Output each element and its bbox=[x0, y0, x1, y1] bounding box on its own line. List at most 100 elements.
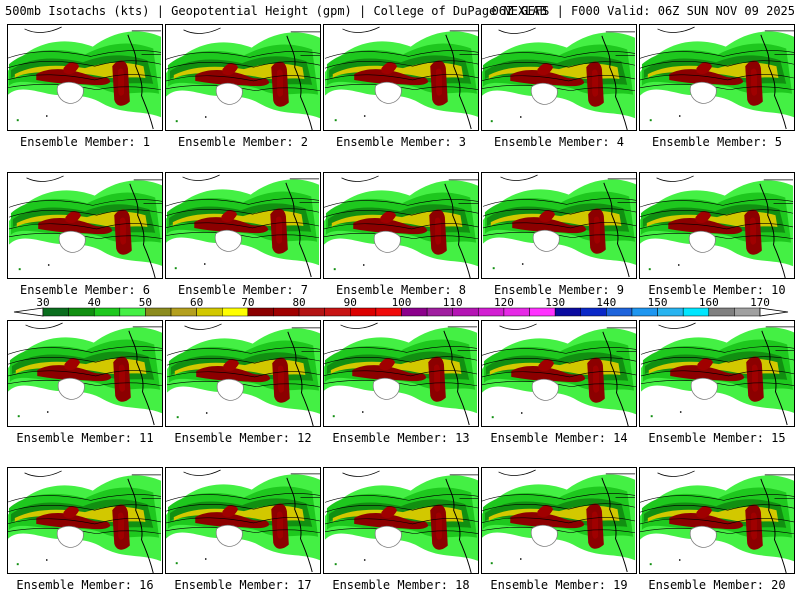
isotach-map bbox=[8, 470, 162, 573]
ensemble-member-label: Ensemble Member: 16 bbox=[16, 578, 154, 592]
isotach-map bbox=[640, 322, 794, 426]
ensemble-map-panel bbox=[323, 467, 479, 574]
ensemble-member-label: Ensemble Member: 3 bbox=[335, 135, 467, 149]
colorbar-bin bbox=[222, 307, 249, 317]
ensemble-map-panel bbox=[7, 467, 163, 574]
isotach-map bbox=[482, 469, 636, 573]
isotach-map bbox=[640, 175, 794, 278]
ensemble-map-panel bbox=[165, 24, 321, 131]
colorbar bbox=[13, 307, 789, 317]
isotach-map bbox=[324, 175, 478, 278]
ensemble-member-label: Ensemble Member: 20 bbox=[648, 578, 786, 592]
ensemble-member-label: Ensemble Member: 18 bbox=[332, 578, 470, 592]
ensemble-map-panel bbox=[165, 172, 321, 279]
ensemble-map-panel bbox=[639, 467, 795, 574]
isotach-map bbox=[640, 470, 794, 573]
isotach-map bbox=[640, 26, 794, 130]
ensemble-map-panel bbox=[7, 172, 163, 279]
colorbar-bin bbox=[734, 307, 761, 317]
ensemble-map-panel bbox=[481, 467, 637, 574]
ensemble-member-label: Ensemble Member: 9 bbox=[493, 283, 625, 297]
ensemble-map-panel bbox=[323, 172, 479, 279]
colorbar-bin bbox=[554, 307, 582, 317]
colorbar-bin bbox=[196, 307, 223, 317]
ensemble-member-label: Ensemble Member: 15 bbox=[648, 431, 786, 445]
colorbar-min-arrow bbox=[13, 307, 44, 317]
colorbar-bin bbox=[42, 307, 69, 317]
isotach-map bbox=[8, 175, 162, 278]
colorbar-bin bbox=[401, 307, 428, 317]
colorbar-bin bbox=[68, 307, 95, 317]
ensemble-member-label: Ensemble Member: 4 bbox=[493, 135, 625, 149]
colorbar-bin bbox=[503, 307, 530, 317]
header-valid-time: 06Z GEFS | F000 Valid: 06Z SUN NOV 09 20… bbox=[491, 4, 795, 18]
ensemble-map-panel bbox=[639, 24, 795, 131]
colorbar-bin bbox=[682, 307, 710, 317]
isotach-map bbox=[166, 174, 320, 278]
colorbar-bin bbox=[145, 307, 172, 317]
isotach-map bbox=[166, 323, 320, 426]
isotach-map bbox=[324, 470, 478, 573]
ensemble-map-panel bbox=[7, 320, 163, 427]
ensemble-map-panel bbox=[323, 24, 479, 131]
ensemble-member-label: Ensemble Member: 19 bbox=[490, 578, 628, 592]
colorbar-bin bbox=[529, 307, 556, 317]
isotach-map bbox=[166, 27, 320, 130]
ensemble-member-label: Ensemble Member: 1 bbox=[19, 135, 151, 149]
colorbar-tick-label: 160 bbox=[698, 296, 719, 309]
colorbar-tick-label: 30 bbox=[36, 296, 50, 309]
colorbar-bin bbox=[350, 307, 377, 317]
colorbar-bin bbox=[273, 307, 300, 317]
colorbar-tick-label: 130 bbox=[545, 296, 566, 309]
ensemble-map-panel bbox=[323, 320, 479, 427]
ensemble-member-label: Ensemble Member: 13 bbox=[332, 431, 470, 445]
colorbar-bin bbox=[426, 307, 453, 317]
isotach-map bbox=[482, 323, 636, 426]
colorbar-bin bbox=[375, 307, 402, 317]
colorbar-bin bbox=[93, 307, 121, 317]
ensemble-member-label: Ensemble Member: 6 bbox=[19, 283, 151, 297]
colorbar-bin bbox=[452, 307, 479, 317]
colorbar-tick-label: 100 bbox=[391, 296, 412, 309]
colorbar-tick-label: 150 bbox=[647, 296, 668, 309]
isotach-map bbox=[324, 322, 478, 426]
ensemble-map-panel bbox=[639, 172, 795, 279]
colorbar-tick-label: 50 bbox=[138, 296, 153, 309]
isotach-map bbox=[8, 322, 162, 426]
ensemble-member-label: Ensemble Member: 5 bbox=[651, 135, 783, 149]
ensemble-map-panel bbox=[639, 320, 795, 427]
colorbar-max-arrow bbox=[759, 307, 789, 317]
colorbar-bin bbox=[708, 307, 735, 317]
ensemble-member-label: Ensemble Member: 17 bbox=[174, 578, 312, 592]
isotach-map bbox=[482, 27, 636, 130]
ensemble-map-panel bbox=[165, 320, 321, 427]
colorbar-tick-label: 80 bbox=[292, 296, 306, 309]
ensemble-map-panel bbox=[7, 24, 163, 131]
colorbar-bin bbox=[657, 307, 684, 317]
ensemble-member-label: Ensemble Member: 11 bbox=[16, 431, 154, 445]
ensemble-member-label: Ensemble Member: 10 bbox=[648, 283, 786, 297]
ensemble-member-label: Ensemble Member: 8 bbox=[335, 283, 467, 297]
ensemble-member-label: Ensemble Member: 12 bbox=[174, 431, 312, 445]
ensemble-member-label: Ensemble Member: 14 bbox=[490, 431, 628, 445]
isotach-map bbox=[324, 26, 478, 130]
colorbar-tick-label: 70 bbox=[241, 296, 255, 309]
ensemble-map-panel bbox=[481, 24, 637, 131]
colorbar-bin bbox=[324, 307, 351, 317]
colorbar-bin bbox=[606, 307, 633, 317]
colorbar-bin bbox=[580, 307, 607, 317]
colorbar-bin bbox=[631, 307, 658, 317]
ensemble-member-label: Ensemble Member: 2 bbox=[177, 135, 309, 149]
colorbar-tick-label: 40 bbox=[87, 296, 101, 309]
colorbar-bin bbox=[247, 307, 274, 317]
header-title: 500mb Isotachs (kts) | Geopotential Heig… bbox=[5, 4, 547, 18]
colorbar-bin bbox=[298, 307, 325, 317]
ensemble-member-label: Ensemble Member: 7 bbox=[177, 283, 309, 297]
ensemble-map-panel bbox=[481, 172, 637, 279]
colorbar-bin bbox=[170, 307, 197, 317]
colorbar-tick-label: 120 bbox=[493, 296, 514, 309]
isotach-map bbox=[8, 26, 162, 130]
colorbar-tick-label: 60 bbox=[190, 296, 204, 309]
colorbar-tick-label: 110 bbox=[442, 296, 463, 309]
colorbar-bin bbox=[119, 307, 146, 317]
